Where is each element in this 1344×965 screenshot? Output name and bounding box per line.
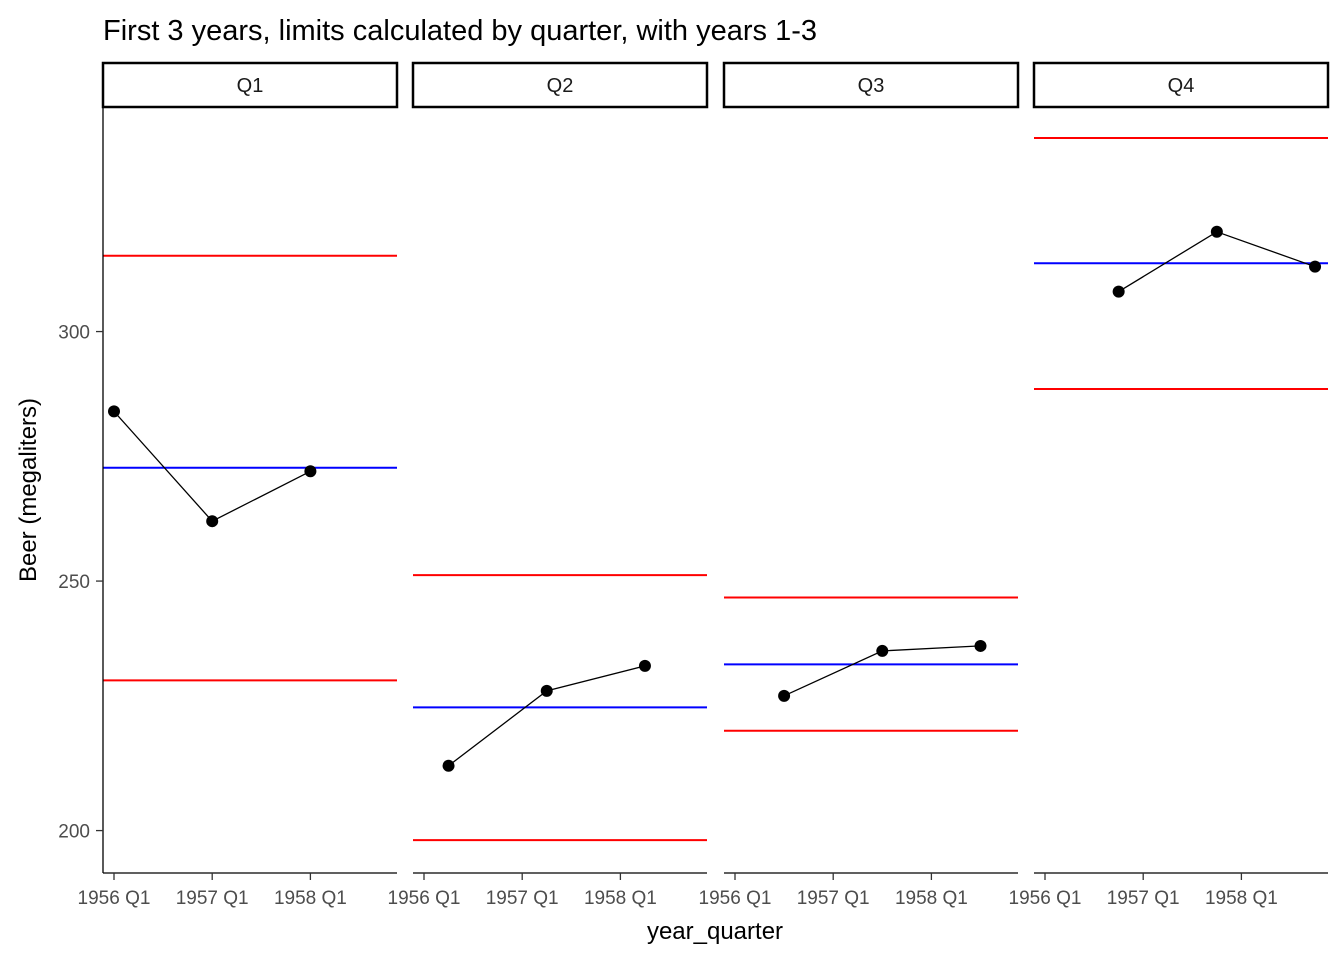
panel-q4: Q4 1956 Q1 1957 Q1 1958 Q1 bbox=[1009, 61, 1330, 909]
series-line bbox=[448, 665, 646, 767]
strip-q4 bbox=[1032, 61, 1330, 109]
data-point bbox=[1309, 260, 1322, 273]
panels: Q1 1956 Q1 1957 Q1 1958 Q1 Q2 1956 Q1 1957 Q1 1… bbox=[78, 61, 1330, 909]
data-point bbox=[1210, 225, 1223, 238]
panel-q3: Q3 1956 Q1 1957 Q1 1958 Q1 bbox=[699, 61, 1020, 909]
data-point bbox=[108, 405, 120, 418]
x-tick-label: 1956 Q1 bbox=[78, 888, 151, 909]
data-point bbox=[540, 684, 553, 697]
data-point bbox=[778, 689, 791, 702]
x-tick-label: 1958 Q1 bbox=[274, 888, 347, 909]
x-tick-label: 1957 Q1 bbox=[1107, 888, 1180, 909]
x-tick-label: 1957 Q1 bbox=[797, 888, 870, 909]
x-tick-label: 1958 Q1 bbox=[584, 888, 657, 909]
data-point bbox=[876, 644, 889, 657]
y-axis: 200 250 300 bbox=[58, 107, 104, 873]
strip-label-q2: Q2 bbox=[547, 75, 574, 97]
x-tick-label: 1956 Q1 bbox=[699, 888, 772, 909]
chart-title: First 3 years, limits calculated by quar… bbox=[103, 15, 817, 47]
data-point bbox=[974, 639, 987, 652]
series-line bbox=[1118, 231, 1316, 293]
y-axis-title: Beer (megaliters) bbox=[15, 398, 42, 582]
data-point bbox=[206, 515, 219, 528]
strip-label-q4: Q4 bbox=[1168, 75, 1195, 97]
series-line bbox=[113, 410, 311, 523]
x-tick-label: 1958 Q1 bbox=[895, 888, 968, 909]
y-tick-label: 200 bbox=[58, 822, 90, 843]
x-tick-label: 1956 Q1 bbox=[388, 888, 461, 909]
y-tick-label: 300 bbox=[58, 323, 90, 344]
x-tick-label: 1956 Q1 bbox=[1009, 888, 1082, 909]
strip-q2 bbox=[411, 61, 709, 109]
strip-q3 bbox=[722, 61, 1020, 109]
strip-label-q1: Q1 bbox=[237, 75, 264, 97]
x-tick-label: 1957 Q1 bbox=[486, 888, 559, 909]
data-point bbox=[304, 465, 317, 478]
y-tick-label: 250 bbox=[58, 572, 90, 593]
panel-q1: Q1 1956 Q1 1957 Q1 1958 Q1 bbox=[78, 61, 399, 909]
x-axis-title: year_quarter bbox=[647, 918, 783, 945]
panel-q2: Q2 1956 Q1 1957 Q1 1958 Q1 bbox=[388, 61, 709, 909]
x-tick-label: 1958 Q1 bbox=[1205, 888, 1278, 909]
strip-q1 bbox=[101, 61, 399, 109]
x-tick-label: 1957 Q1 bbox=[176, 888, 249, 909]
data-point bbox=[442, 759, 455, 772]
strip-label-q3: Q3 bbox=[858, 75, 885, 97]
data-point bbox=[638, 659, 651, 672]
data-point bbox=[1112, 285, 1125, 298]
